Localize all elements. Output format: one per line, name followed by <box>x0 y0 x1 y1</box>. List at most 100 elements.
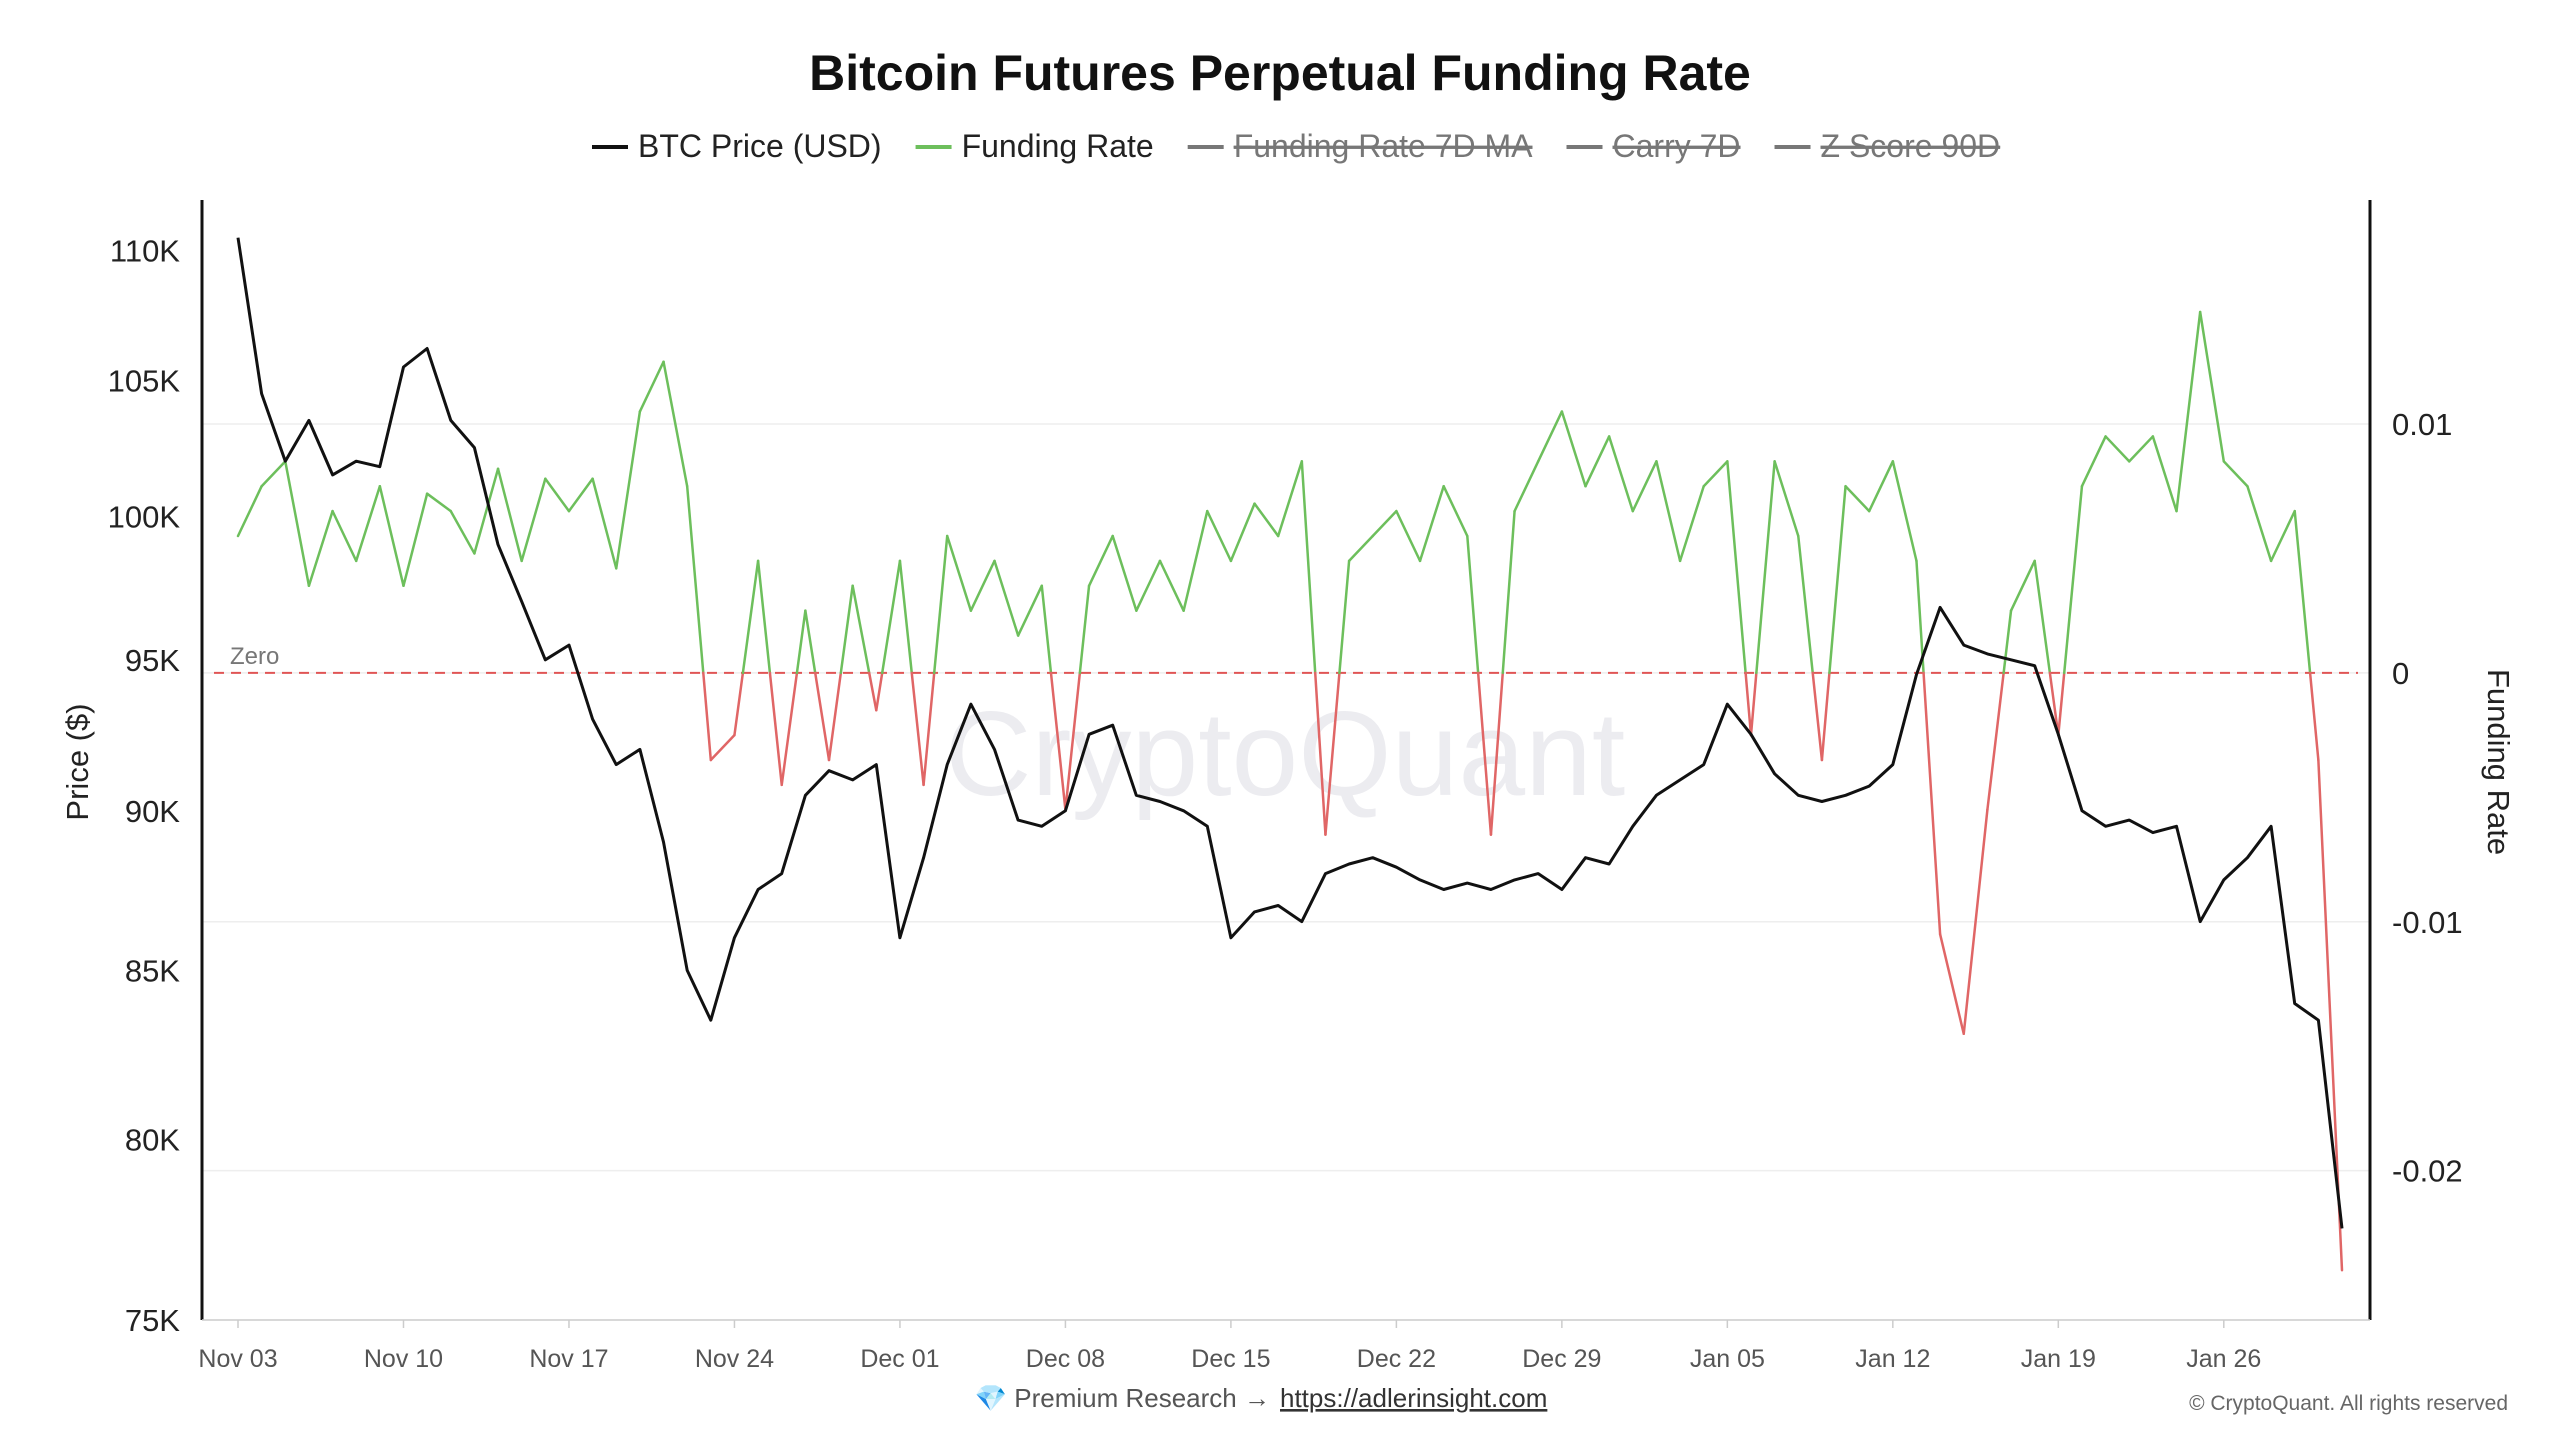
funding-rate-segment <box>1797 534 1814 675</box>
funding-rate-segment <box>945 534 973 612</box>
y-right-tick-label: 0 <box>2392 656 2409 691</box>
funding-rate-segment <box>591 477 618 570</box>
x-tick-label: Nov 10 <box>364 1345 443 1373</box>
funding-rate-segment <box>638 360 665 413</box>
funding-rate-segment <box>1891 460 1918 563</box>
funding-rate-segment <box>1049 671 1067 812</box>
funding-rate-segment <box>1229 502 1256 563</box>
funding-rate-segment <box>378 484 405 588</box>
funding-rate-segment <box>1087 534 1114 588</box>
funding-rate-segment <box>1962 808 1989 1036</box>
funding-rate-segment <box>756 559 772 675</box>
funding-rate-segment <box>1135 559 1162 612</box>
funding-rate-segment <box>839 584 854 675</box>
legend-item-1[interactable]: Funding Rate <box>915 128 1154 164</box>
legend-item-2[interactable]: Funding Rate 7D MA <box>1187 128 1533 164</box>
funding-rate-segment <box>2009 559 2036 612</box>
funding-rate-segment <box>685 484 705 675</box>
funding-rate-segment <box>2062 484 2084 675</box>
legend-item-3[interactable]: Carry 7D <box>1566 128 1741 164</box>
funding-rate-segment <box>1182 509 1209 612</box>
funding-rate-segment <box>284 460 311 588</box>
funding-rate-segment <box>1820 671 1831 762</box>
left-axis-ticks: 75K 80K 85K 90K 95K 100K 105K 110K <box>108 233 181 1338</box>
funding-rate-segment <box>1016 584 1044 637</box>
funding-rate-segment <box>1253 502 1280 538</box>
funding-rate-segment <box>1536 410 1564 463</box>
funding-rate-segment <box>804 609 817 675</box>
x-axis-ticks: Nov 03 Nov 10 Nov 17 Nov 24 Dec 01 Dec 08 Dec … <box>198 1320 2261 1373</box>
funding-rate-segment <box>1938 932 1966 1036</box>
funding-rate-segment <box>741 559 760 675</box>
funding-rate-segment <box>780 671 799 787</box>
legend-item-4[interactable]: Z Score 90D <box>1774 128 2001 164</box>
funding-rate-segment <box>1678 484 1705 563</box>
funding-rate-segment <box>1313 671 1327 836</box>
legend-item-0[interactable]: BTC Price (USD) <box>592 128 882 164</box>
funding-rate-segment <box>768 671 783 787</box>
funding-rate-segment <box>1513 460 1540 513</box>
funding-rate-segment <box>260 460 287 488</box>
y-left-tick-label: 90K <box>125 794 180 829</box>
x-tick-label: Dec 08 <box>1026 1345 1105 1373</box>
watermark: CryptoQuant <box>945 687 1625 821</box>
funding-rate-segment <box>2127 435 2155 463</box>
funding-rate-segment <box>932 534 949 675</box>
funding-rate-segment <box>331 509 358 563</box>
x-tick-label: Jan 26 <box>2186 1345 2261 1373</box>
funding-rate-segment <box>307 509 334 588</box>
legend-label: BTC Price (USD) <box>638 128 882 164</box>
y-left-tick-label: 75K <box>125 1303 180 1338</box>
funding-rate-segment <box>813 671 831 762</box>
funding-rate-segment <box>1324 671 1341 836</box>
funding-rate-segment <box>449 509 476 555</box>
funding-rate-segment <box>2033 559 2052 675</box>
funding-rate-segment <box>662 360 689 488</box>
funding-rate-segment <box>1111 534 1138 612</box>
funding-rate-segment <box>1338 559 1351 675</box>
funding-rate-segment <box>1300 460 1317 675</box>
btc-price-series <box>236 237 2344 1229</box>
funding-rate-segment <box>1276 460 1304 538</box>
zero-line-label: Zero <box>230 643 279 670</box>
funding-rate-segment <box>1702 460 1729 488</box>
funding-rate-segment <box>614 410 642 570</box>
funding-rate-segment <box>922 671 936 787</box>
funding-rate-segment <box>1844 484 1871 513</box>
x-tick-label: Dec 22 <box>1357 1345 1436 1373</box>
funding-rate-segment <box>2048 671 2060 737</box>
x-tick-label: Jan 19 <box>2021 1345 2096 1373</box>
funding-rate-segment <box>851 584 871 675</box>
funding-rate-segment <box>2198 310 2226 463</box>
funding-rate-segment <box>1755 460 1776 675</box>
x-tick-label: Nov 03 <box>198 1345 277 1373</box>
funding-rate-segment <box>2151 435 2178 513</box>
funding-rate-segment <box>1395 509 1422 563</box>
chart-title: Bitcoin Futures Perpetual Funding Rate <box>809 45 1751 101</box>
funding-rate-segment <box>733 671 745 737</box>
funding-rate-segment <box>1749 671 1758 737</box>
footer-research-link[interactable]: https://adlerinsight.com <box>1280 1383 1547 1413</box>
zero-line: Zero <box>214 643 2358 674</box>
y-left-tick-label: 95K <box>125 643 180 678</box>
funding-rate-segment <box>2308 671 2320 762</box>
y-left-tick-label: 100K <box>108 500 181 535</box>
funding-rate-segment <box>1489 671 1505 836</box>
funding-rate-segment <box>1744 671 1753 737</box>
funding-rate-segment <box>1501 509 1516 675</box>
funding-rate-segment <box>1158 559 1185 612</box>
x-tick-label: Jan 05 <box>1690 1345 1765 1373</box>
y-left-axis-label: Price ($) <box>60 703 95 820</box>
funding-rate-segment <box>875 671 884 712</box>
funding-rate-segment <box>1726 460 1747 675</box>
legend-label: Funding Rate <box>962 128 1154 164</box>
funding-rate-segment <box>2246 484 2273 563</box>
funding-rate-segment <box>1773 460 1800 538</box>
copyright-text: © CryptoQuant. All rights reserved <box>2189 1392 2508 1415</box>
funding-rate-segment <box>2080 435 2107 488</box>
funding-rate-segment <box>1442 484 1469 538</box>
funding-rate-segment <box>496 467 523 563</box>
funding-rate-segment <box>2175 310 2202 513</box>
funding-rate-segment <box>1631 460 1658 513</box>
